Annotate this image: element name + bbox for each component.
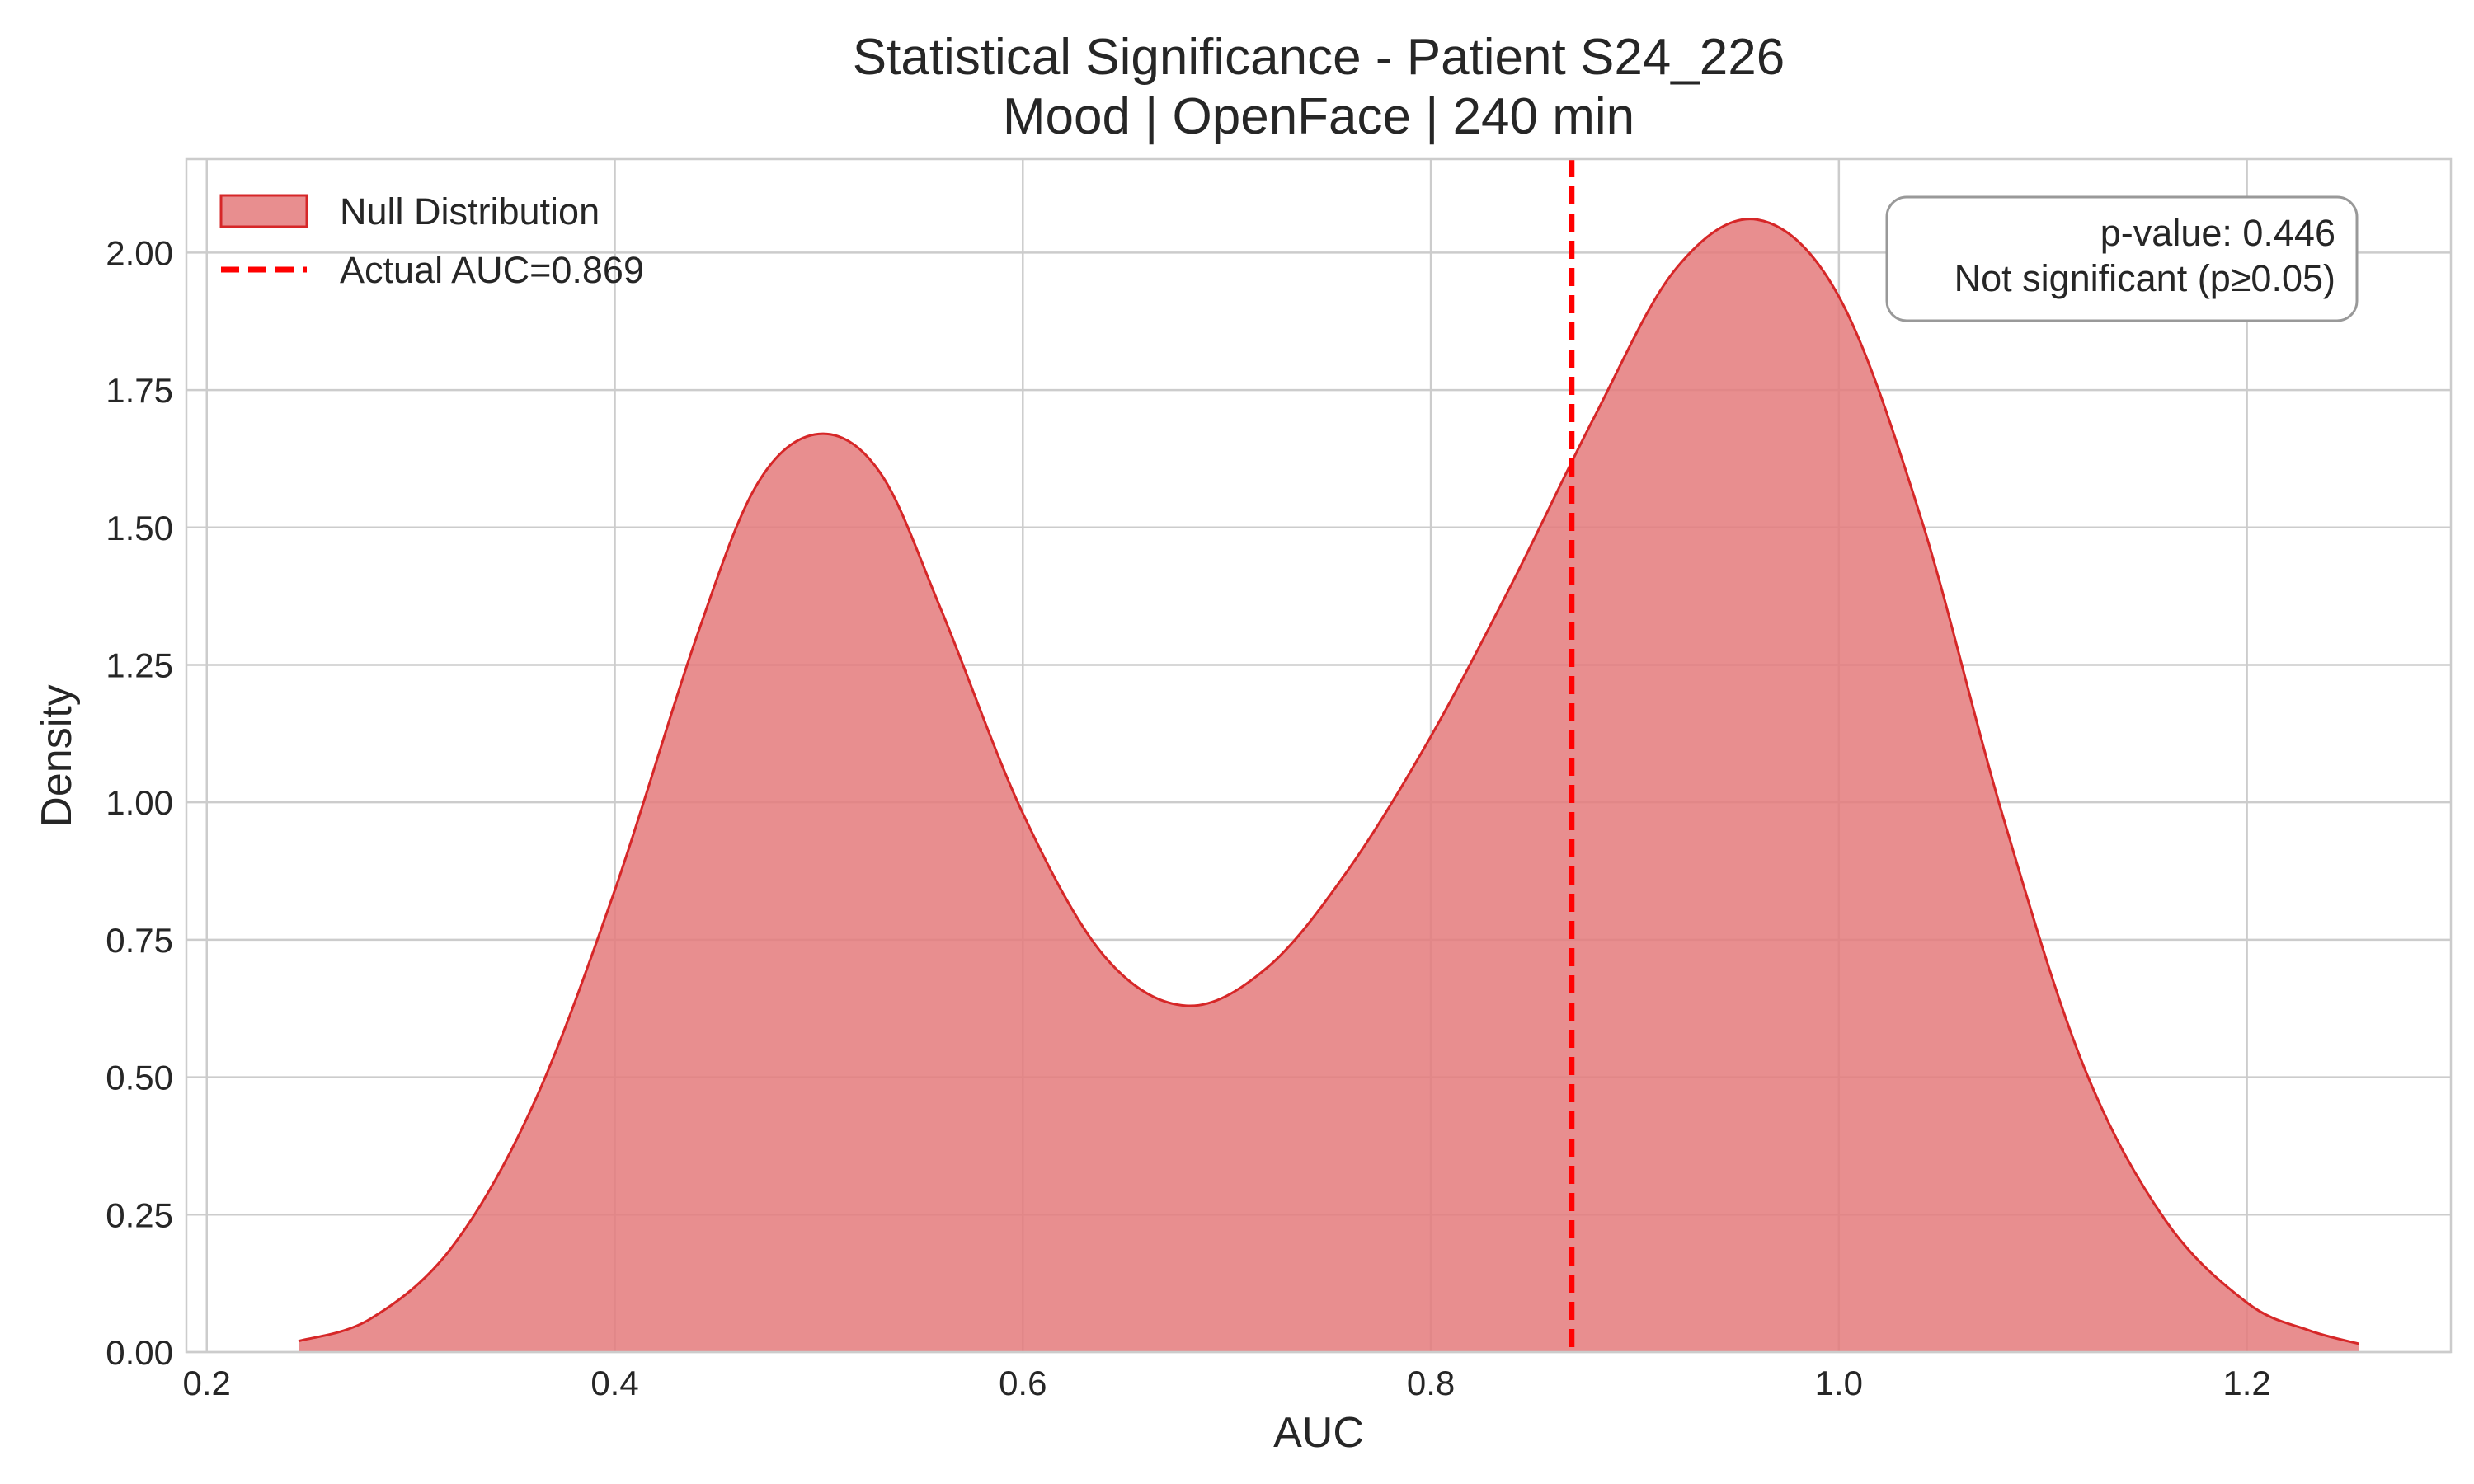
annotation-significance: Not significant (p≥0.05) [1954,257,2335,299]
legend: Null Distribution Actual AUC=0.869 [219,190,644,291]
y-tick-label-7: 1.75 [106,371,173,410]
y-tick-label-6: 1.50 [106,509,173,547]
p-value-annotation: p-value: 0.446 Not significant (p≥0.05) [1885,195,2359,322]
x-tick-label-3: 0.8 [1407,1364,1455,1402]
x-tick-label-5: 1.2 [2222,1364,2270,1402]
plot-area: 0.2 0.4 0.6 0.8 1.0 1.2 0.00 0.25 0.50 0.75 1.00 1.… [106,157,2453,1402]
y-axis-label: Density [33,684,81,827]
plot-frame [185,157,2453,1354]
y-tick-label-0: 0.00 [106,1333,173,1372]
annotation-box [1885,195,2359,322]
legend-label-null-distribution: Null Distribution [340,190,600,232]
y-tick-label-4: 1.00 [106,783,173,822]
y-tick-label-5: 1.25 [106,646,173,684]
y-tick-label-3: 0.75 [106,921,173,960]
y-tick-label-2: 0.50 [106,1059,173,1097]
null-distribution-area [299,218,2359,1352]
x-axis-label: AUC [1273,1409,1364,1457]
y-tick-label-8: 2.00 [106,233,173,272]
chart-title: Statistical Significance - Patient S24_2… [853,29,1785,86]
annotation-p-value: p-value: 0.446 [2100,212,2335,254]
x-tick-label-4: 1.0 [1815,1364,1863,1402]
x-tick-label-0: 0.2 [183,1364,231,1402]
legend-swatch-null-distribution [219,194,308,228]
y-tick-label-1: 0.25 [106,1195,173,1234]
null-distribution-curve [298,218,2360,1345]
chart-subtitle: Mood | OpenFace | 240 min [1003,88,1634,145]
x-tick-label-2: 0.6 [999,1364,1047,1402]
x-tick-label-1: 0.4 [590,1364,638,1402]
legend-label-actual-auc: Actual AUC=0.869 [340,249,644,291]
